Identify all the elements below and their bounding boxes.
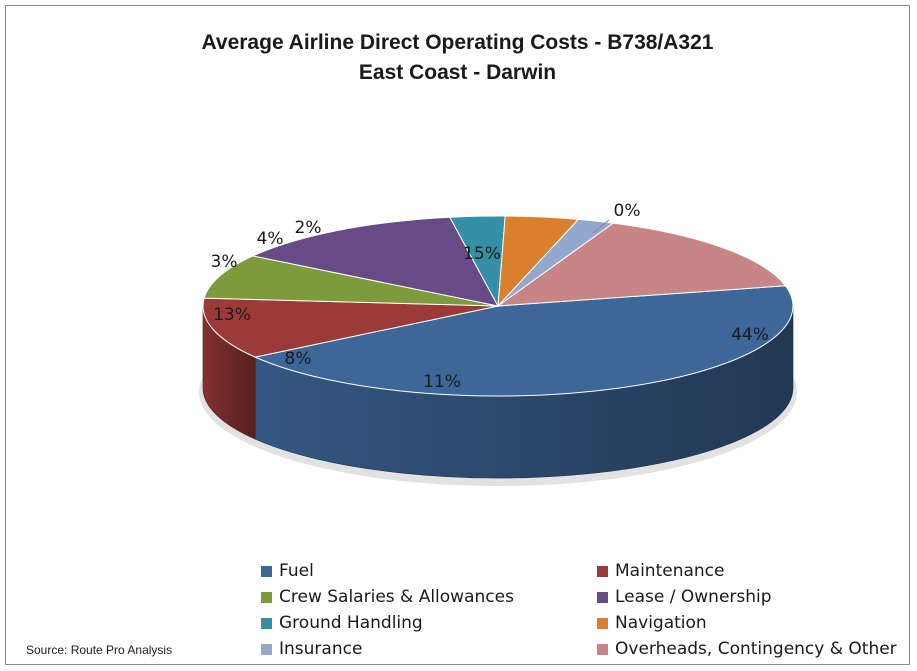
chart-title-block: Average Airline Direct Operating Costs -…: [6, 28, 909, 88]
legend-label: Navigation: [615, 613, 707, 633]
data-label-fuel: 44%: [731, 325, 769, 345]
source-note: Source: Route Pro Analysis: [26, 643, 173, 657]
legend-item-lease-ownership: Lease / Ownership: [597, 585, 897, 609]
legend-swatch: [597, 565, 608, 577]
legend-item-navigation: Navigation: [597, 611, 897, 635]
pie-slice-crew-salaries-allowances: [203, 255, 499, 307]
chart-legend: Fuel Maintenance Crew Salaries & Allowance…: [261, 559, 901, 661]
data-label-ground-handling: 3%: [211, 252, 238, 272]
legend-item-maintenance: Maintenance: [597, 559, 897, 583]
legend-label: Insurance: [279, 639, 363, 659]
pie-slice-fuel: [253, 285, 794, 397]
legend-label: Crew Salaries & Allowances: [279, 587, 514, 607]
data-label-crew-salaries-allowances: 8%: [285, 349, 312, 369]
legend-item-ground-handling: Ground Handling: [261, 611, 597, 635]
legend-swatch: [597, 617, 608, 629]
legend-label: Ground Handling: [279, 613, 423, 633]
legend-item-overheads-contingency-other: Overheads, Contingency & Other: [597, 637, 897, 661]
pie-chart: 44% 11% 8% 13% 3% 4% 2% 15% 0%: [199, 201, 797, 486]
pie-slice-lease-ownership: [251, 216, 499, 307]
chart-title: Average Airline Direct Operating Costs -…: [201, 31, 714, 54]
legend-swatch: [597, 643, 608, 655]
legend-label: Maintenance: [615, 561, 725, 581]
legend-swatch: [597, 591, 608, 603]
data-label-navigation: 4%: [257, 229, 284, 249]
legend-swatch: [261, 643, 272, 655]
legend-label: Lease / Ownership: [615, 587, 772, 607]
data-label-insurance: 2%: [295, 218, 322, 238]
zero-label-leader: [592, 219, 610, 234]
chart-frame: Average Airline Direct Operating Costs -…: [5, 5, 910, 665]
legend-swatch: [261, 617, 272, 629]
legend-item-crew-salaries-allowances: Crew Salaries & Allowances: [261, 585, 597, 609]
legend-label: Fuel: [279, 561, 314, 581]
pie-slice-overheads-contingency-other: [496, 222, 787, 307]
legend-swatch: [261, 591, 272, 603]
legend-label: Overheads, Contingency & Other: [615, 639, 897, 659]
chart-subtitle: East Coast - Darwin: [358, 61, 557, 84]
legend-item-fuel: Fuel: [261, 559, 597, 583]
data-label-overheads-contingency-other: 15%: [463, 244, 501, 264]
legend-swatch: [261, 565, 272, 577]
pie-slice-maintenance: [202, 297, 499, 358]
data-label-maintenance: 11%: [423, 372, 461, 392]
legend-item-insurance: Insurance: [261, 637, 597, 661]
data-label-lease-ownership: 13%: [213, 305, 251, 325]
data-label-zero: 0%: [614, 201, 641, 221]
